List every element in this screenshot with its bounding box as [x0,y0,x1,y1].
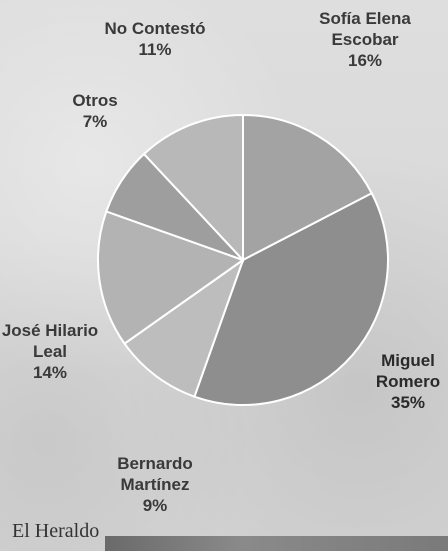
label-miguel-romero: Miguel Romero 35% [368,350,448,413]
label-line: Sofía Elena [319,9,411,28]
brand-logo: El Heraldo [12,520,100,542]
pie-slice-5 [142,113,244,263]
label-line: Romero [375,372,441,391]
label-line: José Hilario [1,321,99,340]
label-line: Escobar [331,30,399,49]
label-no-contesto: No Contestó 11% [95,18,215,60]
label-line: Bernardo [117,454,193,473]
brand-bar [105,536,448,551]
label-line: Martínez [120,475,190,494]
label-percent: 7% [82,112,108,131]
label-otros: Otros 7% [55,90,135,132]
pie-slice-3 [96,210,246,346]
label-percent: 16% [347,51,383,70]
label-sofia-elena-escobar: Sofía Elena Escobar 16% [300,8,430,71]
label-line: Otros [72,91,118,110]
pie-slice-2 [123,257,245,398]
label-percent: 9% [142,496,168,515]
label-percent: 35% [390,393,426,412]
label-percent: 11% [138,40,172,59]
label-line: No Contestó [104,19,206,38]
label-line: Leal [32,342,68,361]
label-jose-hilario-leal: José Hilario Leal 14% [0,320,100,383]
label-percent: 14% [32,363,68,382]
pie-slice-0 [242,113,374,262]
label-line: Miguel [381,351,435,370]
pie-slice-1 [193,191,389,407]
label-bernardo-martinez: Bernardo Martínez 9% [100,453,210,516]
